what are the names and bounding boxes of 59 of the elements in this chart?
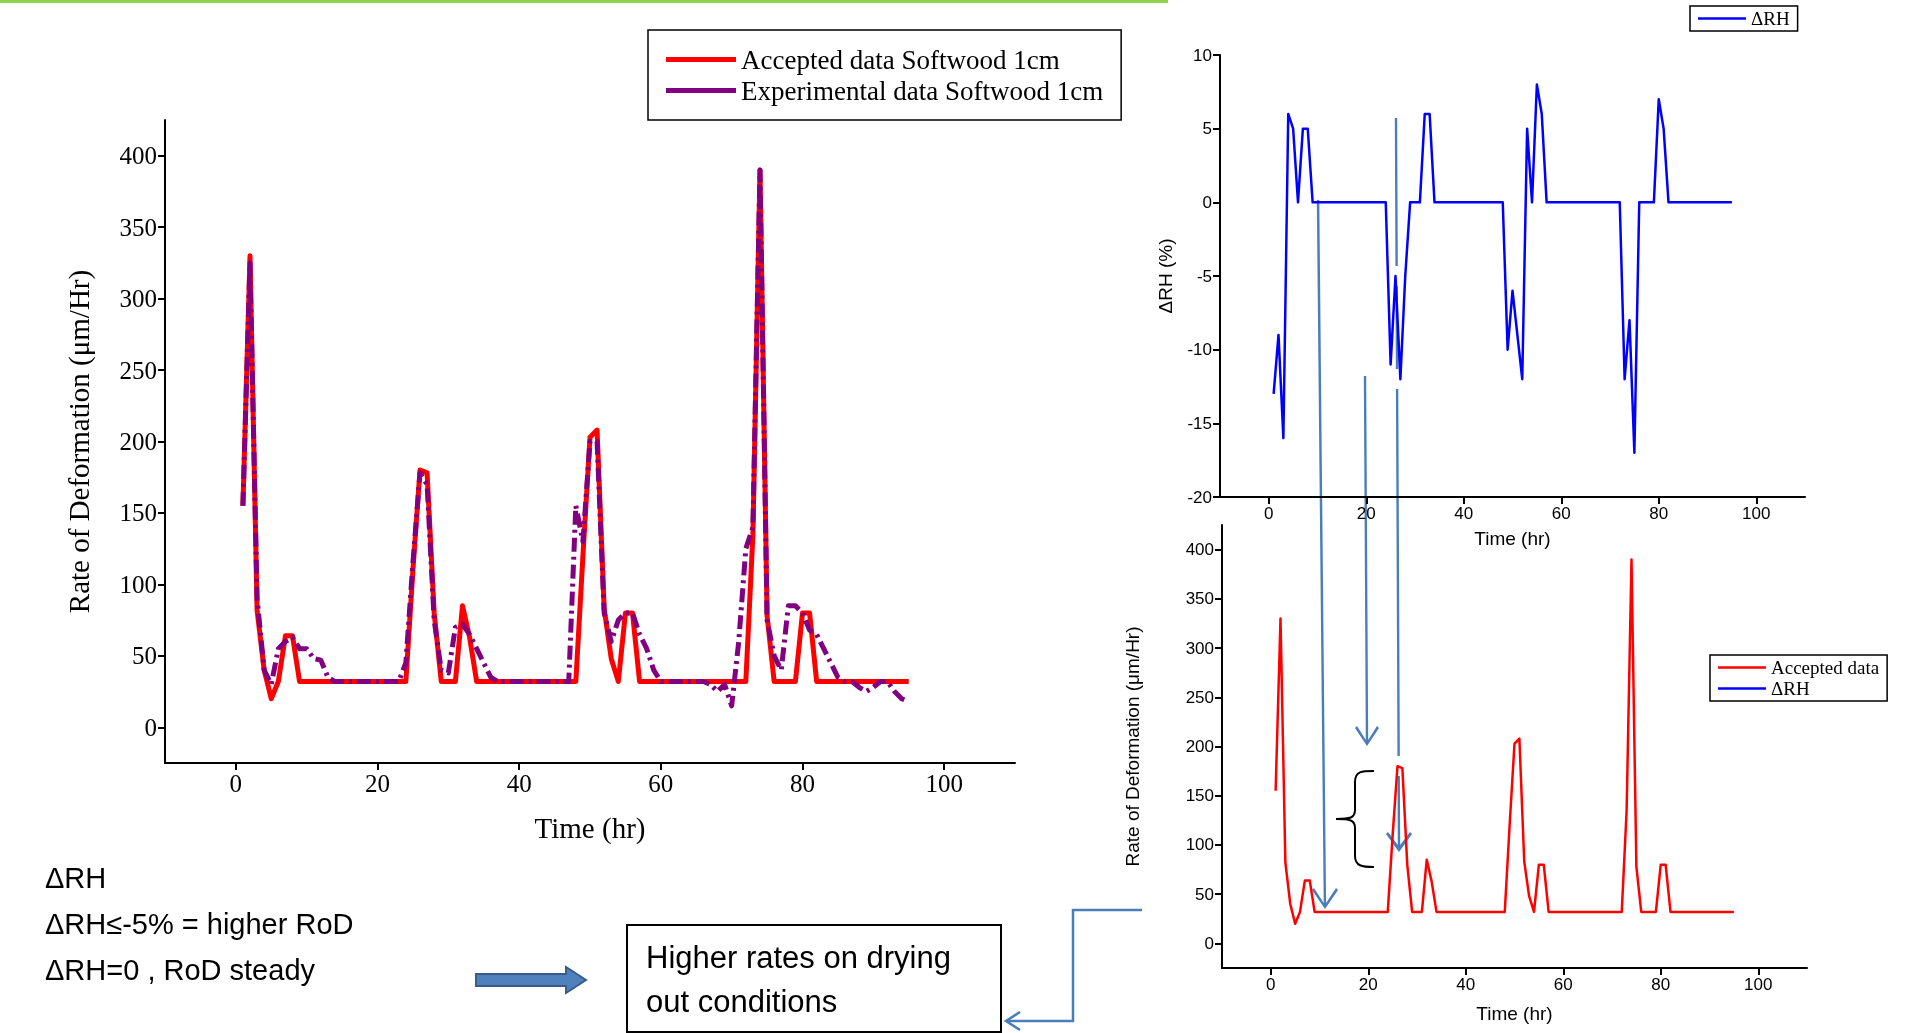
y-axis-title: Rate of Deformation (μm/Hr) xyxy=(1122,626,1143,867)
y-tick-label: -5 xyxy=(1196,266,1212,286)
y-tick-label: 0 xyxy=(1204,933,1214,953)
y-tick-label: 350 xyxy=(1185,589,1214,609)
x-tick-label: 40 xyxy=(506,770,532,797)
x-tick-label: 0 xyxy=(229,770,243,797)
y-tick-label: 200 xyxy=(119,428,157,455)
y-tick-label: 350 xyxy=(119,213,157,241)
y-tick-label: 50 xyxy=(1195,884,1214,904)
legend-label: ΔRH xyxy=(1751,8,1790,29)
y-tick-label: -10 xyxy=(1187,340,1212,360)
y-axis-title: Rate of Deformation (μm/Hr) xyxy=(62,269,96,614)
x-axis-title: Time (hr) xyxy=(534,811,646,845)
y-tick-label: 150 xyxy=(1185,786,1214,806)
legend-label: Accepted data Softwood 1cm xyxy=(741,44,1060,75)
y-tick-label: 300 xyxy=(1185,638,1214,658)
x-tick-label: 80 xyxy=(1651,975,1671,994)
y-tick-label: 10 xyxy=(1193,45,1212,65)
y-tick-label: -15 xyxy=(1187,413,1212,433)
y-tick-label: 5 xyxy=(1202,119,1212,139)
x-tick-label: 40 xyxy=(1456,975,1476,994)
y-tick-label: 0 xyxy=(144,713,157,741)
text: Higher rates on drying out conditions xyxy=(626,924,1002,1033)
y-tick-label: 250 xyxy=(119,356,157,384)
x-tick-label: 20 xyxy=(1358,975,1378,994)
x-tick-label: 80 xyxy=(790,770,815,797)
y-tick-label: 200 xyxy=(1185,737,1214,756)
text: ΔRH xyxy=(45,862,107,895)
x-tick-label: 100 xyxy=(925,770,963,797)
x-tick-label: 0 xyxy=(1266,975,1276,994)
x-tick-label: 40 xyxy=(1454,504,1474,523)
line-series xyxy=(1274,558,1736,925)
x-tick-label: 20 xyxy=(365,770,390,797)
x-axis-title: Time (hr) xyxy=(1474,528,1551,549)
y-tick-label: 50 xyxy=(132,642,157,670)
x-tick-label: 100 xyxy=(1744,975,1773,994)
x-tick-label: 60 xyxy=(648,770,674,797)
y-tick-label: 250 xyxy=(1185,687,1214,707)
x-tick-label: 100 xyxy=(1742,504,1771,523)
y-tick-label: 100 xyxy=(119,570,157,598)
legend-label: ΔRH xyxy=(1771,678,1810,699)
y-tick-label: 400 xyxy=(119,142,157,170)
y-tick-label: 400 xyxy=(1185,540,1214,560)
x-axis-title: Time (hr) xyxy=(1476,1003,1553,1024)
text: ΔRH=0 , RoD steady xyxy=(45,954,316,987)
y-tick-label: 150 xyxy=(119,499,157,527)
y-tick-label: 0 xyxy=(1202,192,1212,212)
y-tick-label: 300 xyxy=(119,285,157,313)
y-axis-title: ΔRH (%) xyxy=(1155,238,1176,314)
x-tick-label: 60 xyxy=(1553,975,1573,994)
x-tick-label: 0 xyxy=(1264,504,1274,523)
line-series xyxy=(1272,83,1734,455)
y-tick-label: 100 xyxy=(1185,835,1214,855)
legend-label: Experimental data Softwood 1cm xyxy=(741,75,1104,106)
legend-label: Accepted data xyxy=(1771,657,1880,678)
y-tick-label: -20 xyxy=(1187,487,1212,507)
x-tick-label: 60 xyxy=(1551,504,1571,523)
x-tick-label: 80 xyxy=(1649,504,1669,523)
text: ΔRH≤-5% = higher RoD xyxy=(45,908,354,941)
